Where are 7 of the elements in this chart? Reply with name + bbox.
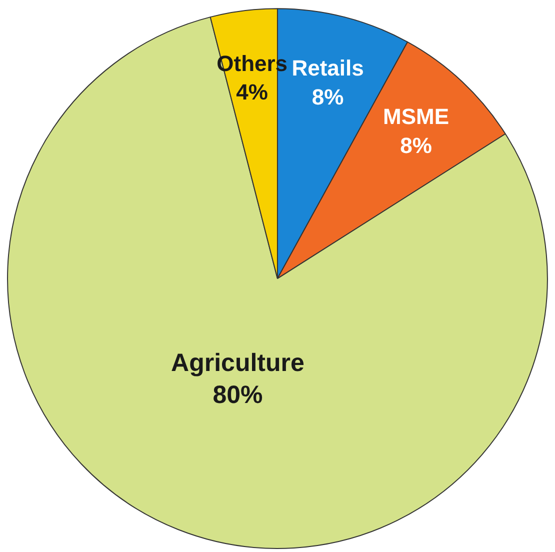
data-label: 4% xyxy=(236,80,268,105)
data-label: 8% xyxy=(400,132,432,158)
slice-label: Agriculture xyxy=(171,348,304,377)
data-label: 80% xyxy=(212,381,263,410)
data-label: 8% xyxy=(312,84,344,110)
slice-label: MSME xyxy=(383,104,450,130)
slice-label: Retails xyxy=(292,56,364,81)
